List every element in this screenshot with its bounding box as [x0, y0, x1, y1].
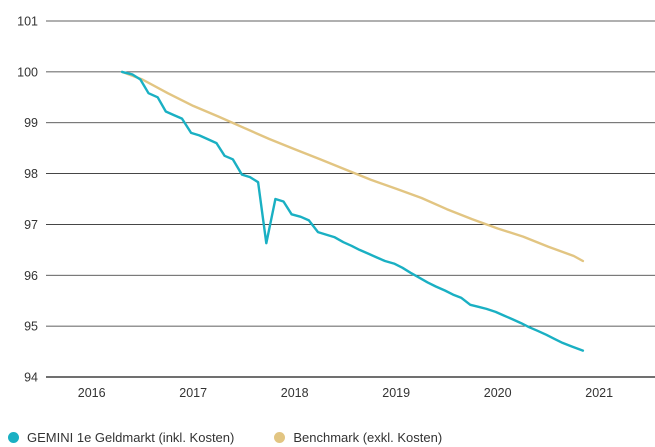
y-tick-label: 99	[24, 116, 38, 130]
series-lines	[120, 70, 585, 352]
y-tick-label: 98	[24, 167, 38, 181]
legend-item-gemini: GEMINI 1e Geldmarkt (inkl. Kosten)	[8, 430, 234, 445]
y-tick-label: 95	[24, 320, 38, 334]
x-tick-label: 2019	[382, 386, 410, 400]
legend-label-benchmark: Benchmark (exkl. Kosten)	[293, 429, 443, 445]
y-tick-label: 97	[24, 218, 38, 232]
legend-marker-benchmark-icon	[274, 431, 286, 443]
y-tick-label: 101	[17, 15, 38, 29]
series-line-benchmark	[120, 70, 585, 263]
y-tick-label: 94	[24, 371, 38, 385]
y-tick-label: 100	[17, 65, 38, 79]
y-tick-label: 96	[24, 269, 38, 283]
x-tick-label: 2018	[281, 386, 309, 400]
x-tick-label: 2017	[179, 386, 207, 400]
series-line-gemini	[120, 70, 585, 352]
legend-marker-gemini-icon	[8, 431, 19, 443]
x-tick-label: 2016	[78, 386, 106, 400]
legend-label-gemini: GEMINI 1e Geldmarkt (inkl. Kosten)	[27, 429, 235, 445]
x-tick-label: 2021	[585, 386, 613, 400]
legend: GEMINI 1e Geldmarkt (inkl. Kosten) Bench…	[8, 428, 482, 446]
y-axis-ticks: 94 95 96 97 98 99 100 101	[17, 15, 38, 385]
grid	[46, 20, 655, 378]
legend-item-benchmark: Benchmark (exkl. Kosten)	[274, 430, 442, 445]
x-axis-ticks: 2016 2017 2018 2019 2020 2021	[78, 386, 613, 400]
x-tick-label: 2020	[484, 386, 512, 400]
